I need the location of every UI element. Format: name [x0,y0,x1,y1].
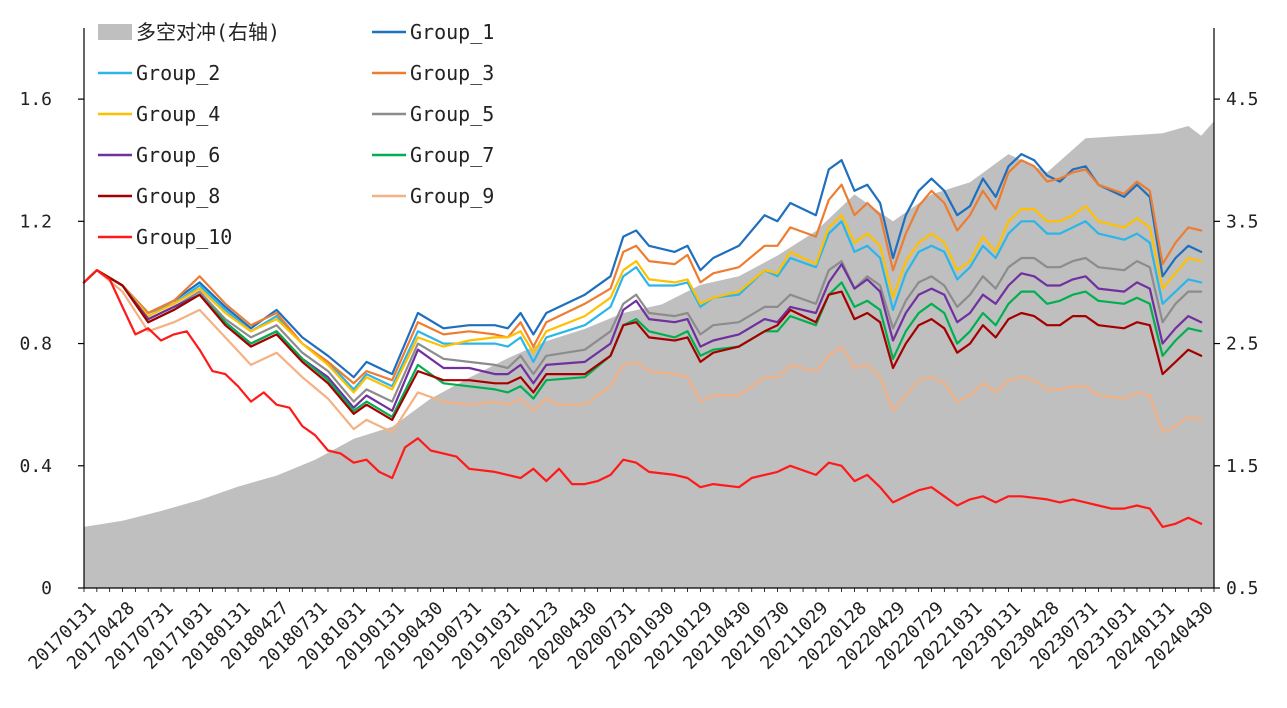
legend-label: Group_7 [410,143,494,167]
legend-swatch [98,24,132,40]
right-tick-label: 4.5 [1226,89,1259,110]
series-line-group-1 [82,153,1203,379]
legend-item-group-2: Group_2 [98,61,220,85]
legend-item-group-1: Group_1 [372,20,494,44]
series-line-group-9 [82,269,1203,434]
left-tick-label: 0.8 [19,334,52,355]
legend: 多空对冲(右轴) Group_1 Group_2 Group_3 Group_4 Grou… [98,20,494,249]
legend-label: Group_2 [136,61,220,85]
right-tick-label: 0.5 [1226,578,1259,599]
legend-label: Group_4 [136,102,220,126]
legend-label: 多空对冲(右轴) [136,20,280,44]
series-line-group-8 [82,269,1203,421]
legend-item-group-4: Group_4 [98,102,220,126]
series-line-group-5 [82,256,1203,403]
legend-item-group-5: Group_5 [372,102,494,126]
left-tick-label: 0 [41,578,52,599]
legend-label: Group_1 [410,20,494,44]
legend-item-group-6: Group_6 [98,143,220,167]
left-tick-label: 1.2 [19,211,52,232]
right-tick-label: 2.5 [1226,334,1259,355]
series-line-group-3 [82,159,1203,385]
series-line-group-10 [82,269,1203,529]
legend-item-long-short: 多空对冲(右轴) [98,20,280,44]
legend-label: Group_9 [410,184,494,208]
legend-label: Group_6 [136,143,220,167]
legend-label: Group_8 [136,184,220,208]
area-layer [84,121,1214,588]
legend-item-group-9: Group_9 [372,184,494,208]
series-line-group-4 [82,205,1203,394]
legend-item-group-3: Group_3 [372,61,494,85]
right-tick-label: 1.5 [1226,456,1259,477]
legend-label: Group_10 [136,225,232,249]
lines-layer [82,153,1203,529]
area-series-long-short [84,121,1214,588]
legend-item-group-7: Group_7 [372,143,494,167]
legend-item-group-10: Group_10 [98,225,232,249]
legend-label: Group_3 [410,61,494,85]
legend-label: Group_5 [410,102,494,126]
left-tick-label: 1.6 [19,89,52,110]
series-line-group-6 [82,263,1203,412]
right-tick-label: 3.5 [1226,211,1259,232]
legend-item-group-8: Group_8 [98,184,220,208]
left-tick-label: 0.4 [19,456,52,477]
